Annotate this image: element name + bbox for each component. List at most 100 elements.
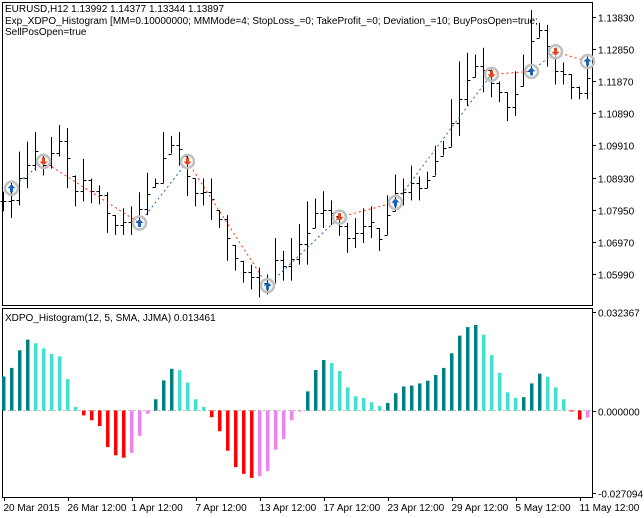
price-bar <box>80 158 87 202</box>
price-bar <box>176 131 183 166</box>
histogram-bar <box>562 399 566 411</box>
histogram-bar <box>114 410 118 456</box>
histogram-bar <box>42 348 46 411</box>
histogram-bar <box>450 353 454 411</box>
histogram-bar <box>530 383 534 411</box>
arrow-up-icon <box>263 281 272 290</box>
price-bar <box>424 171 431 189</box>
histogram-bar <box>394 393 398 411</box>
price-tick-label: 1.10890 <box>598 110 635 121</box>
trade-signals <box>3 43 596 294</box>
histogram-bar <box>330 363 334 411</box>
price-bar <box>288 238 295 281</box>
histogram-bar <box>474 324 478 411</box>
histogram-bar <box>258 410 262 477</box>
price-bar <box>24 141 31 189</box>
price-bar <box>232 244 239 271</box>
histogram-bar <box>274 410 278 450</box>
price-bar <box>576 86 583 100</box>
histogram-bar <box>322 359 326 411</box>
arrow-up-icon <box>135 219 144 228</box>
histogram-bar <box>146 410 150 414</box>
histogram-bar <box>138 410 142 436</box>
signal-ring <box>483 66 500 83</box>
histogram-bar <box>58 356 62 411</box>
price-bar <box>0 191 7 212</box>
price-bar <box>104 192 111 233</box>
histogram-bar <box>586 410 590 418</box>
arrow-up-icon <box>391 198 400 207</box>
price-bar <box>344 223 351 253</box>
price-tick-label: 1.09910 <box>598 142 635 153</box>
price-bar <box>56 125 63 157</box>
histogram-bar <box>442 367 446 411</box>
histogram-bar <box>482 334 486 411</box>
price-bar <box>168 135 175 155</box>
price-tick-label: 1.11870 <box>598 78 634 89</box>
histogram-bar <box>402 386 406 411</box>
histogram-bar <box>362 398 366 411</box>
buy-signal <box>579 53 596 70</box>
histogram-bar <box>250 410 254 478</box>
price-bar <box>312 198 319 229</box>
histogram-bar <box>506 392 510 411</box>
symbol-info: EURUSD,H12 1.13992 1.14377 1.13344 1.138… <box>5 4 225 15</box>
main-window-frame <box>2 2 593 306</box>
price-bar <box>208 178 215 221</box>
sell-trade-line <box>43 161 140 224</box>
price-bar <box>88 178 95 204</box>
histogram-bar <box>418 383 422 411</box>
buy-signal <box>131 215 148 231</box>
histogram-bar <box>314 370 318 411</box>
price-bars <box>0 10 591 298</box>
time-tick-label: 1 Apr 12:00 <box>132 503 184 514</box>
signal-ring <box>579 53 596 70</box>
histogram-bar <box>538 373 542 411</box>
buy-trade-line <box>395 74 492 203</box>
histogram-bar <box>370 402 374 411</box>
price-bar <box>496 81 503 103</box>
histogram-bar <box>26 339 30 411</box>
time-tick-label: 29 Apr 12:00 <box>452 503 509 514</box>
price-bar <box>32 131 39 171</box>
price-bar <box>120 208 127 235</box>
signal-ring <box>3 180 20 197</box>
sell-signal <box>331 209 348 225</box>
histogram-bar <box>490 355 494 411</box>
arrow-up-icon <box>527 67 536 76</box>
price-bar <box>552 56 559 85</box>
buy-trade-line <box>267 216 340 286</box>
histogram-bar <box>338 370 342 411</box>
histogram-bar <box>426 380 430 411</box>
histogram-bar <box>194 399 198 411</box>
price-bar <box>96 185 103 205</box>
histogram-bar <box>210 410 214 418</box>
price-bar <box>72 175 79 207</box>
time-tick-label: 13 Apr 12:00 <box>260 503 317 514</box>
price-bar <box>360 208 367 244</box>
sell-signal <box>547 43 564 60</box>
price-bar <box>152 178 159 188</box>
histogram-bar <box>578 410 582 420</box>
buy-trade-line <box>531 51 556 72</box>
price-tick-label: 1.13830 <box>598 14 635 25</box>
price-bar <box>320 191 327 228</box>
price-bar <box>384 195 391 236</box>
signal-ring <box>523 63 540 80</box>
price-bar <box>192 178 199 207</box>
histogram-bar <box>98 410 102 427</box>
buy-signal <box>3 180 20 197</box>
time-tick-label: 23 Apr 12:00 <box>388 503 445 514</box>
price-bar <box>464 52 471 107</box>
price-bar <box>248 264 255 290</box>
histogram-bar <box>290 410 294 421</box>
histogram-bar <box>498 372 502 411</box>
buy-signal <box>259 277 276 294</box>
price-bar <box>376 227 383 251</box>
sell-signal <box>35 153 52 170</box>
histogram-bar <box>386 402 390 411</box>
price-bar <box>560 62 567 85</box>
buy-trade-line <box>139 161 188 224</box>
arrow-down-icon <box>183 157 192 166</box>
